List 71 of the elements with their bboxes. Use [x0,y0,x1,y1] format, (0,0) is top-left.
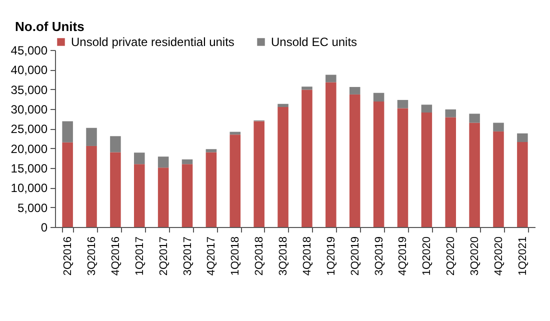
x-tick-label: 2Q2019 [349,236,362,276]
bar [134,152,145,164]
bar [469,114,480,123]
bar [397,108,408,227]
bar [86,128,97,146]
bar [326,82,336,227]
bar [182,159,193,164]
x-tick-label: 1Q2019 [325,236,338,276]
y-tick-label: 0 [40,220,48,234]
x-tick-label: 1Q2017 [134,236,146,276]
bar [397,100,408,108]
y-tick-label: 20,000 [10,142,48,156]
bar [493,131,504,227]
y-tick-label: 15,000 [10,162,48,176]
x-tick-label: 3Q2017 [182,236,194,276]
bar [469,122,480,227]
y-tick-label: 30,000 [10,102,48,116]
bar [62,142,73,227]
bar [254,121,264,227]
x-tick-label: 2Q2018 [254,236,266,276]
x-tick-label: 1Q2021 [516,236,529,276]
bar [158,156,169,168]
legend-label: Unsold EC units [271,35,358,49]
bar [445,117,456,227]
y-tick-label: 10,000 [10,181,48,196]
legend-label: Unsold private residential units [71,35,234,49]
bar [206,152,217,227]
bar [230,134,241,227]
bar [182,164,193,227]
x-tick-label: 2Q2016 [62,236,74,276]
x-tick-label: 1Q2018 [230,236,242,276]
bar [421,104,432,113]
bar [445,109,456,118]
x-tick-label: 4Q2019 [397,236,410,276]
x-tick-label: 2Q2017 [158,236,170,276]
x-tick-label: 3Q2018 [278,236,290,276]
bar [62,121,73,142]
x-tick-label: 3Q2016 [86,236,98,276]
y-tick-label: 5,000 [17,200,48,215]
bar [326,74,336,82]
x-tick-label: 3Q2020 [469,236,482,276]
bar [158,168,169,227]
y-tick-label: 45,000 [10,44,48,58]
bar [517,133,528,142]
bar [493,122,504,132]
bar [134,164,145,227]
x-tick-label: 3Q2019 [373,236,386,276]
bar [110,136,121,152]
bar [373,92,384,102]
bar [349,94,360,227]
y-tick-label: 40,000 [10,63,48,78]
y-tick-label: 35,000 [10,82,48,97]
bar [278,104,288,108]
x-tick-label: 1Q2020 [421,236,434,276]
y-tick-label: 25,000 [10,122,48,136]
bar [278,107,288,227]
bar [86,146,97,227]
x-tick-label: 4Q2017 [206,236,218,276]
x-tick-label: 4Q2018 [301,236,314,276]
bar [302,90,312,227]
bar [421,112,432,227]
bar [349,86,360,94]
bar [302,86,312,90]
x-tick-label: 2Q2020 [445,236,458,276]
x-tick-label: 4Q2016 [110,236,122,276]
bar [373,102,384,227]
x-tick-label: 4Q2020 [492,236,505,276]
bar [206,149,217,152]
bar [517,142,528,227]
bar [110,152,121,227]
chart-title: No.of Units [15,19,84,34]
